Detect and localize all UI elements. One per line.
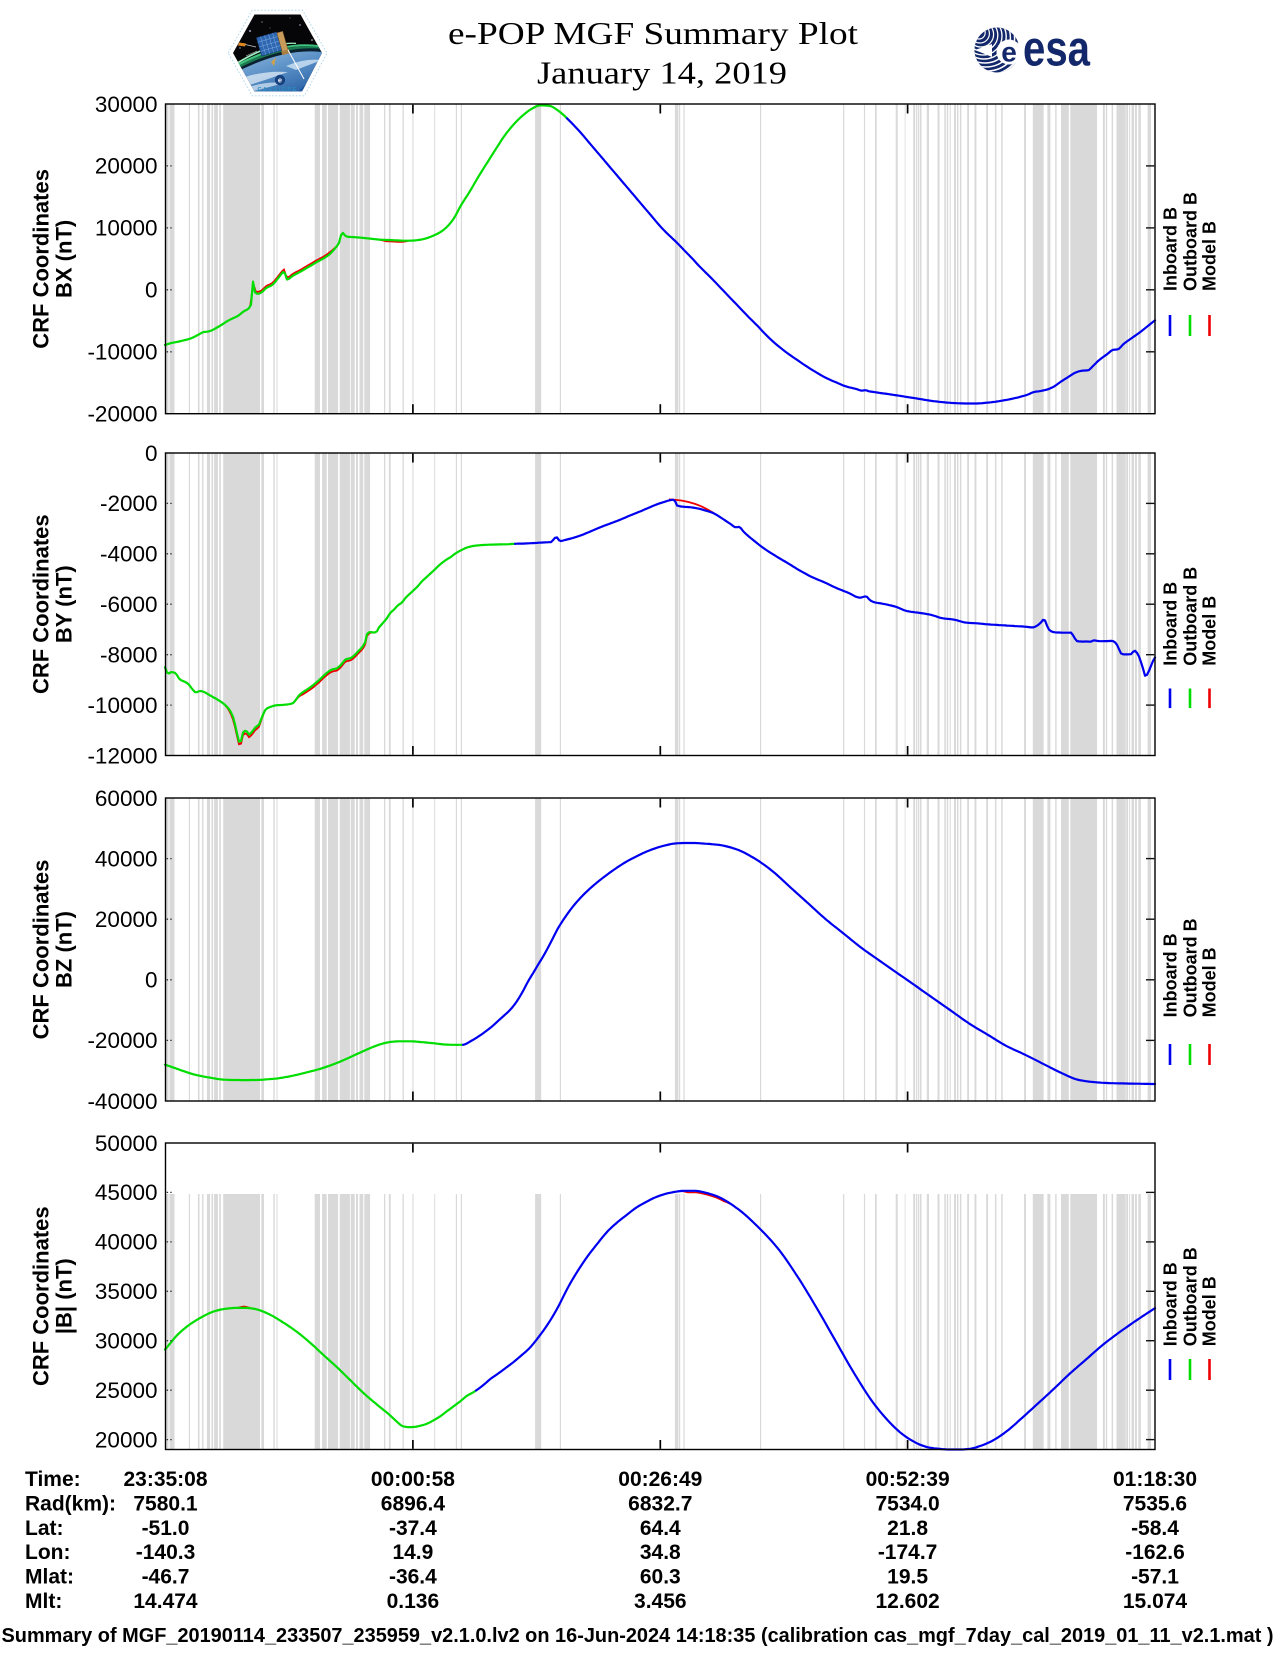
svg-text:14.474: 14.474 [133,1590,198,1613]
svg-text:-37.4: -37.4 [389,1517,437,1540]
svg-text:01:18:30: 01:18:30 [1113,1468,1197,1491]
svg-text:Rad(km):: Rad(km): [25,1493,116,1516]
svg-text:40000: 40000 [95,1230,158,1255]
svg-text:-40000: -40000 [87,1089,157,1114]
svg-text:00:52:39: 00:52:39 [866,1468,950,1491]
svg-text:Outboard B: Outboard B [1181,567,1201,666]
svg-text:6832.7: 6832.7 [628,1493,692,1516]
svg-text:-58.4: -58.4 [1131,1517,1179,1540]
svg-text:60000: 60000 [95,786,158,811]
svg-text:CRF Coordinates: CRF Coordinates [29,1206,54,1386]
svg-text:-46.7: -46.7 [142,1566,190,1589]
svg-text:-36.4: -36.4 [389,1566,437,1589]
svg-text:January 14, 2019: January 14, 2019 [537,55,787,91]
svg-text:0: 0 [145,278,158,303]
svg-text:Outboard B: Outboard B [1181,192,1201,291]
svg-text:BZ (nT): BZ (nT) [52,911,77,988]
svg-text:BY (nT): BY (nT) [52,565,77,643]
svg-text:CRF Coordinates: CRF Coordinates [29,860,54,1040]
svg-text:Inboard B: Inboard B [1161,1262,1181,1346]
svg-text:Model B: Model B [1200,596,1220,666]
svg-text:Lat:: Lat: [25,1517,64,1540]
svg-text:25000: 25000 [95,1378,158,1403]
svg-text:35000: 35000 [95,1279,158,1304]
svg-text:64.4: 64.4 [640,1517,681,1540]
svg-text:20000: 20000 [95,154,158,179]
svg-text:20000: 20000 [95,907,158,932]
svg-text:-20000: -20000 [87,1028,157,1053]
svg-text:esa: esa [1023,21,1091,77]
svg-text:CASSIOPE: CASSIOPE [257,87,297,93]
svg-text:-10000: -10000 [87,340,157,365]
svg-text:e: e [278,76,282,85]
svg-text:Inboard B: Inboard B [1161,582,1181,666]
svg-text:10000: 10000 [95,216,158,241]
svg-text:3.456: 3.456 [634,1590,687,1613]
svg-text:e: e [1001,37,1017,68]
svg-text:Lon:: Lon: [25,1541,70,1564]
svg-text:Outboard B: Outboard B [1181,918,1201,1017]
svg-text:12.602: 12.602 [875,1590,939,1613]
svg-text:21.8: 21.8 [887,1517,928,1540]
svg-text:Model B: Model B [1200,947,1220,1017]
svg-text:Inboard B: Inboard B [1161,933,1181,1017]
svg-text:00:00:58: 00:00:58 [371,1468,455,1491]
svg-text:14.9: 14.9 [392,1541,433,1564]
svg-text:23:35:08: 23:35:08 [123,1468,207,1491]
svg-text:7580.1: 7580.1 [133,1493,198,1516]
svg-text:40000: 40000 [95,846,158,871]
svg-text:0: 0 [145,968,158,993]
svg-text:30000: 30000 [95,92,158,117]
svg-text:Inboard B: Inboard B [1161,207,1181,291]
svg-text:Model B: Model B [1200,1276,1220,1346]
svg-text:6896.4: 6896.4 [381,1493,446,1516]
svg-text:Time:: Time: [25,1468,81,1491]
svg-text:Mlt:: Mlt: [25,1590,62,1613]
svg-text:BX (nT): BX (nT) [52,220,77,298]
svg-text:Model B: Model B [1200,221,1220,291]
svg-text:50000: 50000 [95,1131,158,1156]
svg-text:-10000: -10000 [87,693,157,718]
svg-text:00:26:49: 00:26:49 [618,1468,702,1491]
svg-text:-140.3: -140.3 [136,1541,196,1564]
svg-text:-2000: -2000 [100,491,158,516]
svg-text:45000: 45000 [95,1180,158,1205]
svg-text:7535.6: 7535.6 [1123,1493,1187,1516]
svg-text:-20000: -20000 [87,402,157,427]
svg-text:-57.1: -57.1 [1131,1566,1179,1589]
svg-text:19.5: 19.5 [887,1566,928,1589]
svg-text:7534.0: 7534.0 [875,1493,939,1516]
svg-text:-4000: -4000 [100,542,158,567]
svg-text:0.136: 0.136 [387,1590,440,1613]
svg-text:-8000: -8000 [100,643,158,668]
svg-text:-6000: -6000 [100,592,158,617]
svg-text:e-POP MGF Summary Plot: e-POP MGF Summary Plot [448,15,858,51]
svg-text:-162.6: -162.6 [1125,1541,1185,1564]
svg-text:0: 0 [145,441,158,466]
svg-text:Summary of MGF_20190114_233507: Summary of MGF_20190114_233507_235959_v2… [2,1625,1274,1647]
svg-text:20000: 20000 [95,1427,158,1452]
svg-text:-174.7: -174.7 [878,1541,938,1564]
svg-text:|B| (nT): |B| (nT) [52,1258,77,1334]
svg-text:30000: 30000 [95,1329,158,1354]
svg-text:Outboard B: Outboard B [1181,1247,1201,1346]
svg-text:15.074: 15.074 [1123,1590,1188,1613]
svg-text:-12000: -12000 [87,743,157,768]
svg-text:CRF Coordinates: CRF Coordinates [29,514,54,694]
svg-text:Mlat:: Mlat: [25,1566,74,1589]
svg-text:34.8: 34.8 [640,1541,681,1564]
svg-text:CRF Coordinates: CRF Coordinates [29,169,54,349]
svg-text:60.3: 60.3 [640,1566,681,1589]
svg-text:-51.0: -51.0 [142,1517,190,1540]
